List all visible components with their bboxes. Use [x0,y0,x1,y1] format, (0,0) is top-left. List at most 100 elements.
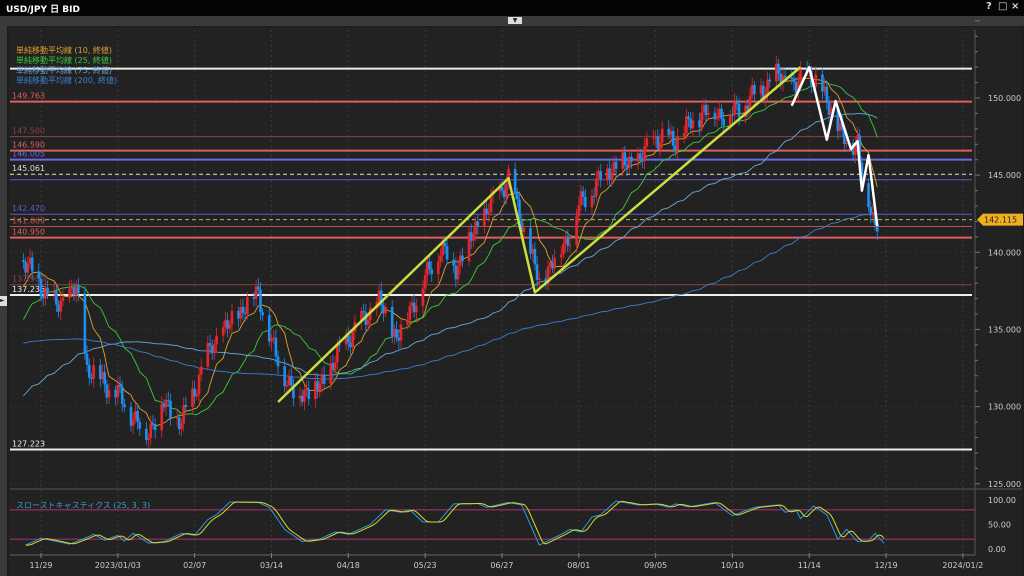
candle-body [717,108,721,117]
maximize-icon[interactable]: □ [998,1,1008,12]
candle-body [239,306,243,319]
candle-body [257,286,260,290]
candle-body [237,310,240,319]
candle-body [180,423,183,430]
x-tick-label: 03/14 [260,561,283,570]
x-tick-label: 12/19 [875,561,898,570]
candle-body [395,328,398,338]
candle-body [246,297,249,315]
candle-body [568,244,572,246]
y-tick-label: 150.000 [988,94,1021,103]
candle-body [289,376,293,386]
x-tick-label: 10/10 [721,561,744,570]
candle-body [382,305,385,314]
panel-collapse-bar[interactable]: ▼ [0,16,1024,26]
stochastic-tick-label: 0.00 [988,545,1006,554]
candle-body [544,278,548,284]
candle-body [74,286,78,296]
candle-body [502,190,506,198]
candle-body [518,199,521,223]
candle-body [625,165,629,168]
candle-body [836,108,840,131]
candle-body [669,130,673,136]
current-price-tag [977,213,1023,226]
candle-body [731,114,734,116]
candle-body [702,104,706,113]
candle-body [489,194,493,213]
candle-body [151,423,155,425]
candle-body [37,271,41,279]
candle-body [733,101,736,116]
level-label: 146.590 [12,141,45,150]
legend-item: 単純移動平均線 (200, 終値) [16,75,117,85]
candle-body [860,162,864,184]
candle-body [85,353,89,365]
stochastic-legend: スローストキャスティクス (25, 3, 3) [16,501,150,510]
level-label: 141.669 [12,217,45,226]
candle-body [421,288,425,306]
candle-body [314,381,317,400]
candle-body [118,384,122,387]
expand-handle-icon[interactable]: ► [0,296,7,306]
candle-body [300,395,304,402]
candle-body [592,195,596,197]
candle-body [406,320,409,325]
candle-body [748,95,752,111]
x-tick-label: 08/01 [567,561,590,570]
candle-body [443,243,447,247]
candle-body [329,363,333,384]
trend-line-drawing [277,66,802,403]
candle-body [533,248,537,265]
candle-body [871,212,875,216]
candle-body [87,364,91,378]
candle-body [276,356,280,367]
candle-body [779,73,783,84]
candle-body [584,196,587,208]
candle-body [362,311,365,313]
legend-item: 単純移動平均線 (25, 終値) [16,55,112,65]
stochastic-tick-label: 50.00 [988,521,1011,530]
candle-body [458,255,462,266]
candle-body [103,372,106,385]
candle-body [700,112,703,128]
candle-body [737,103,741,118]
candle-body [349,342,352,348]
candle-body [691,120,695,129]
collapse-handle-icon[interactable]: ▼ [508,17,522,24]
candle-body [298,395,302,399]
y-tick-label: 130.000 [988,403,1021,412]
candle-body [658,142,662,149]
candle-body [131,418,135,426]
candle-body [641,158,644,162]
level-label: 137.900 [12,275,45,284]
close-icon[interactable]: × [1011,1,1020,12]
candle-body [682,133,686,137]
chart-background [9,27,1022,576]
candle-body [364,312,368,325]
candle-body [72,287,76,296]
legend-item: 単純移動平均線 (10, 終値) [16,45,112,55]
y-tick-label: 125.000 [988,480,1021,489]
x-tick-label: 02/07 [183,561,206,570]
candle-body [184,404,188,407]
candle-body [136,411,139,422]
candle-body [114,389,117,398]
help-icon[interactable]: ? [986,1,992,12]
side-collapse-bar[interactable]: ► [0,26,7,576]
candle-body [579,191,583,206]
candle-body [221,327,225,336]
window-titlebar: USD/JPY 日 BID ? □ × [0,0,1024,16]
x-tick-label: 11/29 [29,561,52,570]
level-label: 127.223 [12,439,45,448]
candle-body [24,261,27,273]
candle-body [224,320,227,328]
candle-body [320,374,324,384]
candle-body [706,112,710,116]
candle-body [595,178,598,197]
candle-body [107,389,111,398]
candle-body [522,228,526,232]
candle-body [796,81,800,94]
candle-body [423,275,427,289]
candle-body [825,86,829,102]
